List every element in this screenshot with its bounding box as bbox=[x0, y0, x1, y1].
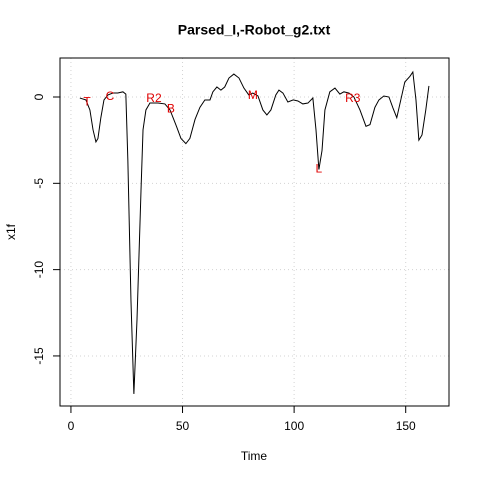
y-tick-label: -10 bbox=[32, 261, 46, 279]
x-tick-label: 0 bbox=[68, 419, 75, 433]
x-tick-label: 100 bbox=[284, 419, 304, 433]
annotation: C bbox=[106, 89, 115, 103]
annotation: R2 bbox=[146, 91, 162, 105]
annotation: B bbox=[167, 101, 175, 115]
plot-frame bbox=[59, 57, 450, 407]
y-tick-label: -5 bbox=[32, 178, 46, 189]
x-axis-label: Time bbox=[241, 449, 268, 463]
x-tick-label: 50 bbox=[176, 419, 190, 433]
x-tick-label: 150 bbox=[396, 419, 416, 433]
annotation: L bbox=[316, 162, 323, 176]
y-tick-label: -15 bbox=[32, 347, 46, 365]
y-tick-label: 0 bbox=[32, 93, 46, 100]
annotation: T bbox=[83, 94, 91, 108]
data-line bbox=[79, 70, 430, 394]
annotation: R3 bbox=[345, 91, 361, 105]
chart-title: Parsed_I,-Robot_g2.txt bbox=[178, 22, 331, 38]
annotation: M bbox=[248, 88, 258, 102]
y-axis-label: x1f bbox=[4, 223, 18, 240]
